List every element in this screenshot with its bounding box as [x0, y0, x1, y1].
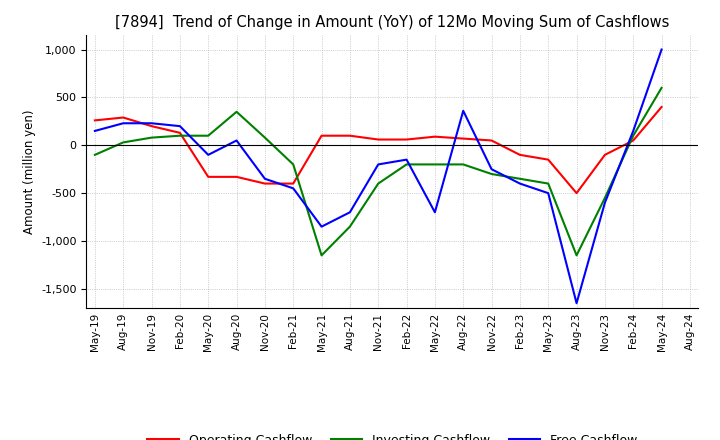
Free Cashflow: [402, 157, 411, 162]
Operating Cashflow: [204, 174, 212, 180]
Operating Cashflow: [572, 191, 581, 196]
Investing Cashflow: [289, 162, 297, 167]
Investing Cashflow: [431, 162, 439, 167]
Operating Cashflow: [346, 133, 354, 138]
Free Cashflow: [233, 138, 241, 143]
Free Cashflow: [431, 209, 439, 215]
Investing Cashflow: [600, 195, 609, 201]
Operating Cashflow: [148, 124, 156, 129]
Free Cashflow: [572, 301, 581, 306]
Investing Cashflow: [459, 162, 467, 167]
Investing Cashflow: [629, 133, 637, 138]
Free Cashflow: [289, 186, 297, 191]
Operating Cashflow: [233, 174, 241, 180]
Free Cashflow: [261, 176, 269, 181]
Y-axis label: Amount (million yen): Amount (million yen): [22, 110, 35, 234]
Operating Cashflow: [318, 133, 326, 138]
Investing Cashflow: [657, 85, 666, 91]
Investing Cashflow: [148, 135, 156, 140]
Free Cashflow: [119, 121, 127, 126]
Free Cashflow: [600, 200, 609, 205]
Investing Cashflow: [572, 253, 581, 258]
Operating Cashflow: [629, 138, 637, 143]
Investing Cashflow: [374, 181, 382, 186]
Investing Cashflow: [346, 224, 354, 229]
Free Cashflow: [204, 152, 212, 158]
Line: Operating Cashflow: Operating Cashflow: [95, 107, 662, 193]
Operating Cashflow: [374, 137, 382, 142]
Operating Cashflow: [261, 181, 269, 186]
Operating Cashflow: [487, 138, 496, 143]
Operating Cashflow: [289, 181, 297, 186]
Line: Free Cashflow: Free Cashflow: [95, 50, 662, 303]
Free Cashflow: [487, 167, 496, 172]
Free Cashflow: [374, 162, 382, 167]
Investing Cashflow: [544, 181, 552, 186]
Line: Investing Cashflow: Investing Cashflow: [95, 88, 662, 255]
Investing Cashflow: [402, 162, 411, 167]
Title: [7894]  Trend of Change in Amount (YoY) of 12Mo Moving Sum of Cashflows: [7894] Trend of Change in Amount (YoY) o…: [115, 15, 670, 30]
Free Cashflow: [459, 108, 467, 114]
Free Cashflow: [516, 181, 524, 186]
Operating Cashflow: [402, 137, 411, 142]
Investing Cashflow: [318, 253, 326, 258]
Investing Cashflow: [204, 133, 212, 138]
Investing Cashflow: [176, 133, 184, 138]
Operating Cashflow: [119, 115, 127, 120]
Operating Cashflow: [516, 152, 524, 158]
Free Cashflow: [148, 121, 156, 126]
Free Cashflow: [657, 47, 666, 52]
Free Cashflow: [176, 124, 184, 129]
Operating Cashflow: [91, 118, 99, 123]
Operating Cashflow: [176, 130, 184, 136]
Legend: Operating Cashflow, Investing Cashflow, Free Cashflow: Operating Cashflow, Investing Cashflow, …: [143, 429, 642, 440]
Investing Cashflow: [119, 140, 127, 145]
Free Cashflow: [91, 128, 99, 134]
Operating Cashflow: [459, 136, 467, 141]
Free Cashflow: [318, 224, 326, 229]
Investing Cashflow: [233, 109, 241, 114]
Operating Cashflow: [544, 157, 552, 162]
Investing Cashflow: [261, 135, 269, 140]
Operating Cashflow: [600, 152, 609, 158]
Operating Cashflow: [657, 104, 666, 110]
Free Cashflow: [346, 209, 354, 215]
Free Cashflow: [629, 128, 637, 134]
Free Cashflow: [544, 191, 552, 196]
Investing Cashflow: [516, 176, 524, 181]
Investing Cashflow: [91, 152, 99, 158]
Operating Cashflow: [431, 134, 439, 139]
Investing Cashflow: [487, 171, 496, 176]
